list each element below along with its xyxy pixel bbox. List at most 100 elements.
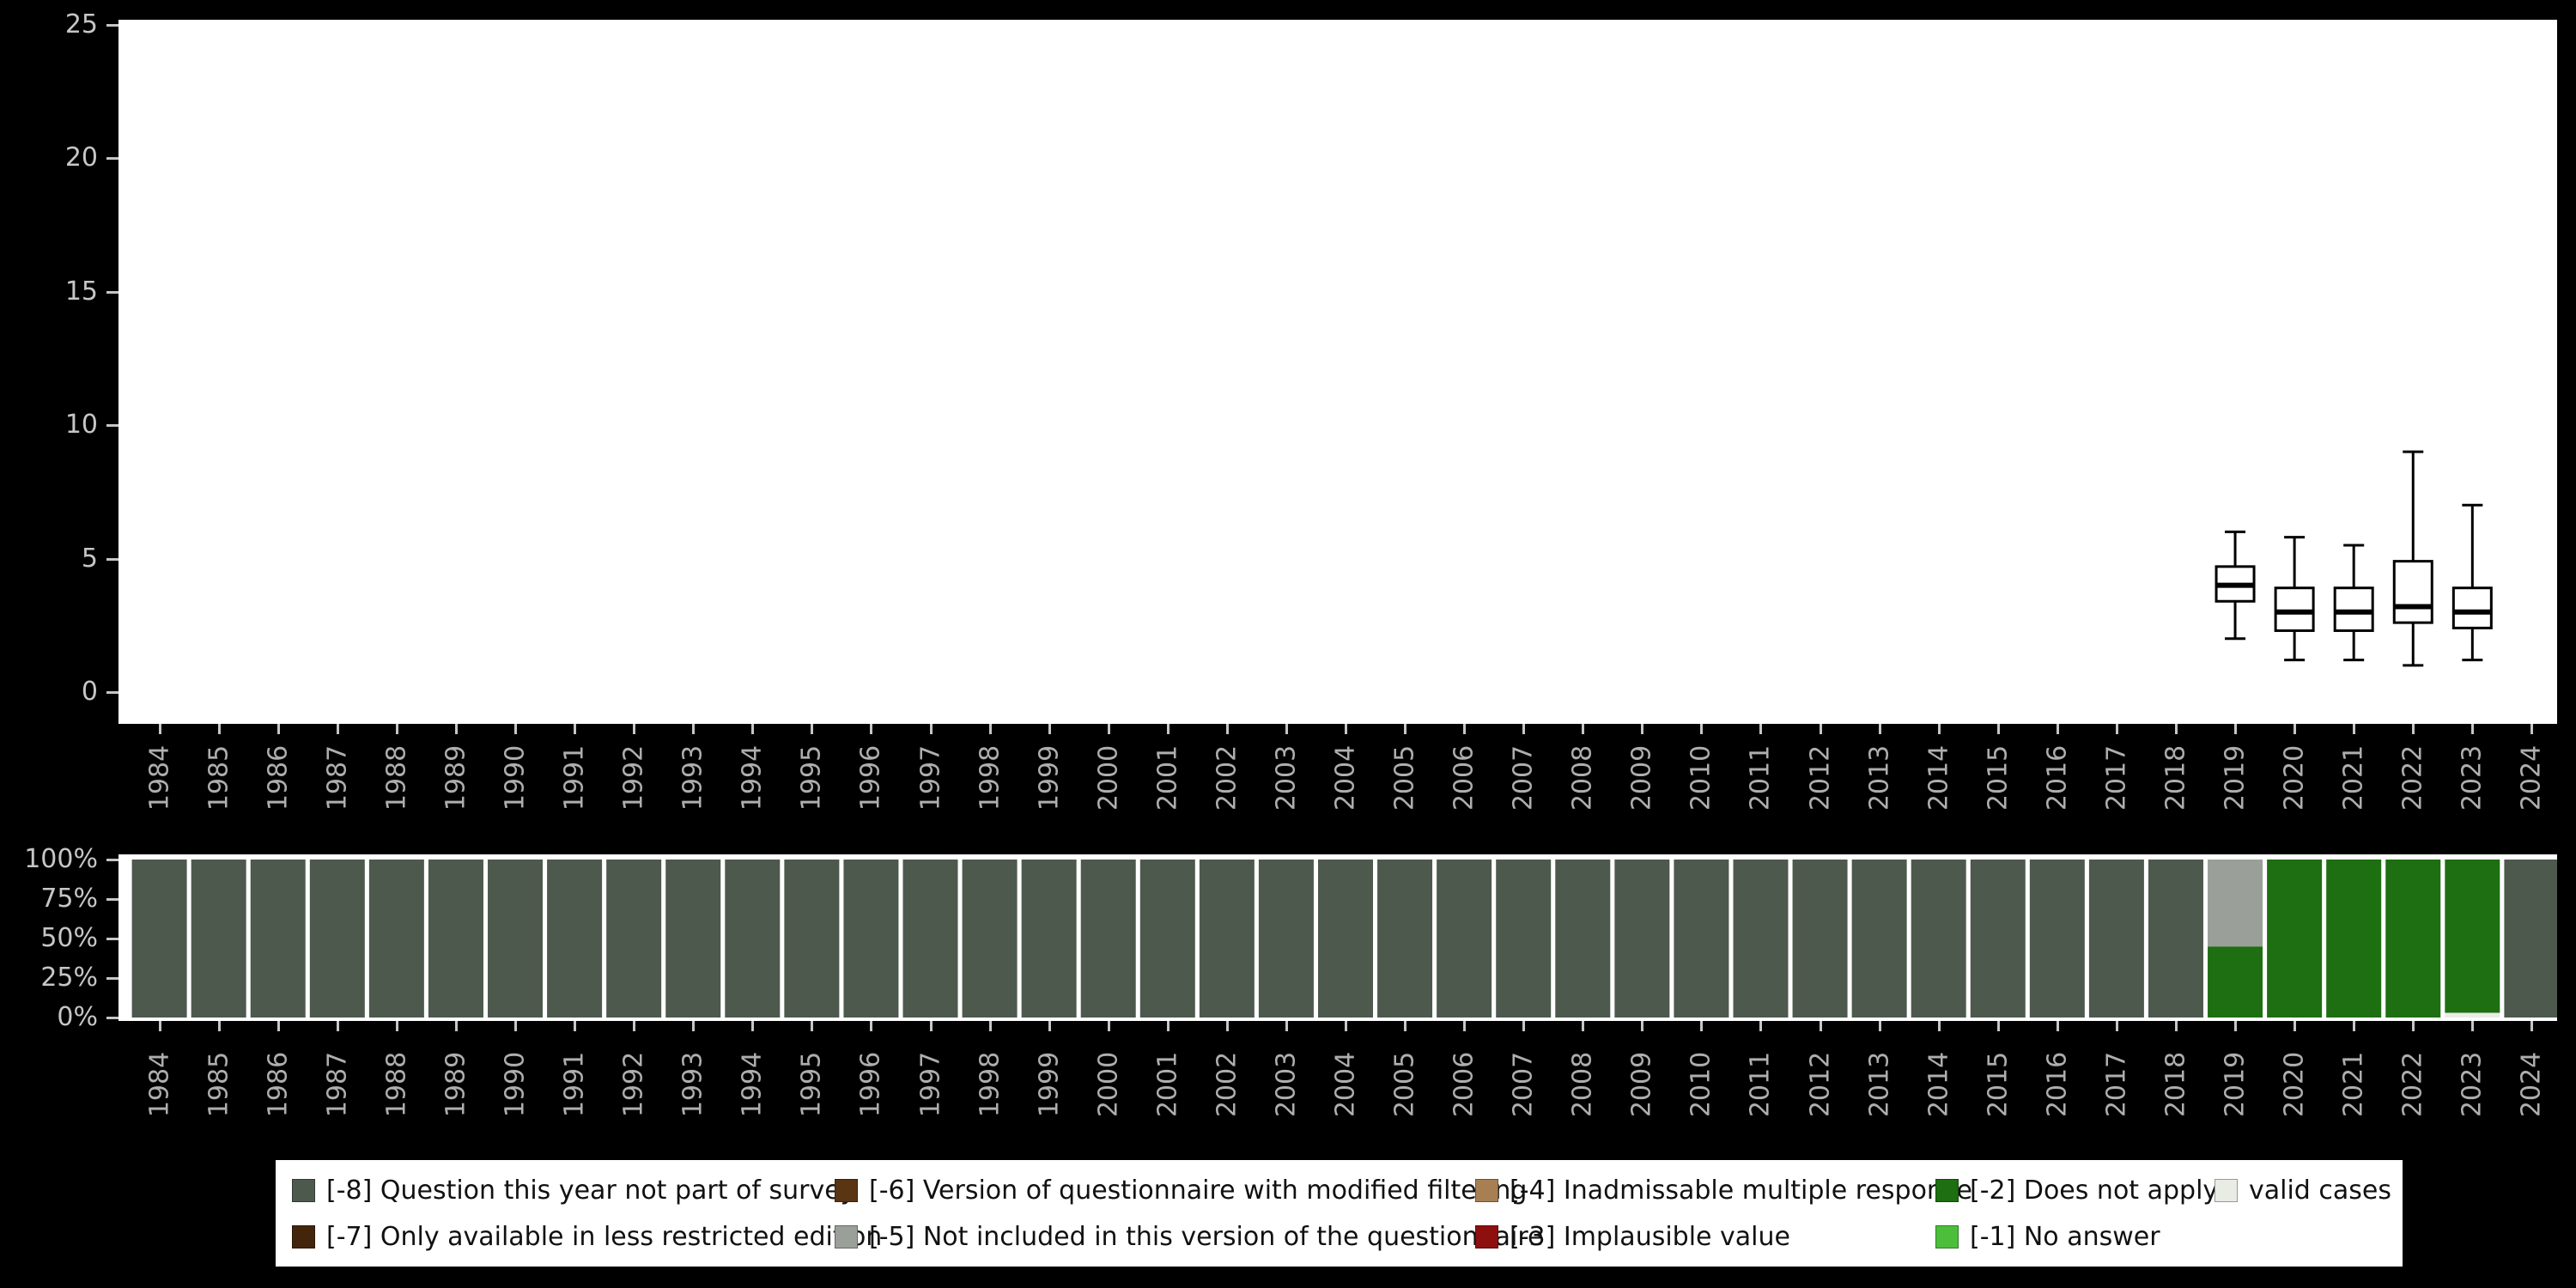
bar-1998-seg-8 <box>962 860 1018 1018</box>
bar-2011-seg-8 <box>1733 860 1789 1018</box>
x-axis-tick <box>1937 1021 1941 1031</box>
y-axis-label: 100% <box>24 844 98 874</box>
x-axis-tick <box>1996 724 2000 734</box>
x-axis-tick <box>514 724 518 734</box>
x-axis-year-label: 1988 <box>381 1051 412 1118</box>
x-axis-tick <box>633 1021 636 1031</box>
x-axis-tick <box>1166 1021 1170 1031</box>
bar-2023-segvalid <box>2445 1012 2500 1018</box>
x-axis-tick <box>1522 1021 1526 1031</box>
bar-2000-seg-8 <box>1080 860 1136 1018</box>
x-axis-year-label: 2020 <box>2279 744 2310 811</box>
x-axis-tick <box>2115 1021 2118 1031</box>
legend-swatch--7 <box>292 1224 315 1249</box>
x-axis-year-label: 1984 <box>144 1051 175 1118</box>
x-axis-tick <box>2056 724 2059 734</box>
x-axis-tick <box>2293 1021 2297 1031</box>
boxplot-2019 <box>2215 530 2256 641</box>
x-axis-tick <box>1404 1021 1407 1031</box>
x-axis-tick <box>751 724 755 734</box>
x-axis-tick <box>929 724 933 734</box>
bar-2013-seg-8 <box>1851 860 1907 1018</box>
legend-swatch--4 <box>1475 1178 1498 1202</box>
bar-2005-seg-8 <box>1377 860 1433 1018</box>
legend-item--4: [-4] Inadmissable multiple response <box>1475 1175 1972 1206</box>
legend-swatch--8 <box>292 1178 315 1202</box>
x-axis-tick <box>1937 724 1941 734</box>
y-axis-label: 0% <box>57 1002 98 1032</box>
x-axis-tick <box>633 724 636 734</box>
y-axis-tick <box>106 859 118 861</box>
y-axis-tick <box>106 691 118 694</box>
bar-2002-seg-8 <box>1199 860 1255 1018</box>
x-axis-year-label: 2010 <box>1686 744 1716 811</box>
legend-label--5: [-5] Not included in this version of the… <box>869 1221 1544 1252</box>
x-axis-tick <box>2293 724 2297 734</box>
x-axis-year-label: 2019 <box>2220 744 2251 811</box>
x-axis-year-label: 1999 <box>1034 744 1065 811</box>
bar-2006-seg-8 <box>1437 860 1492 1018</box>
y-axis-label: 50% <box>40 923 98 953</box>
x-axis-tick <box>692 724 696 734</box>
x-axis-tick <box>811 1021 814 1031</box>
box-iqr <box>2451 586 2493 629</box>
bar-2018-seg-8 <box>2148 860 2203 1018</box>
bar-2003-seg-8 <box>1258 860 1314 1018</box>
boxplot-2022 <box>2392 450 2433 667</box>
stacked-bar-canvas <box>131 860 2560 1018</box>
x-axis-year-label: 2018 <box>2160 744 2191 811</box>
x-axis-year-label: 2006 <box>1449 744 1479 811</box>
x-axis-tick <box>336 724 339 734</box>
bar-2022-seg-2 <box>2385 860 2441 1018</box>
y-axis-label: 10 <box>64 410 98 440</box>
bar-2019-seg-2 <box>2208 946 2263 1018</box>
legend-item--3: [-3] Implausible value <box>1475 1221 1790 1252</box>
box-iqr <box>2392 560 2433 624</box>
x-axis-tick <box>1463 724 1467 734</box>
stacked-bar-panel <box>118 854 2560 1021</box>
x-axis-year-label: 2001 <box>1152 744 1183 811</box>
x-axis-year-label: 2017 <box>2101 1051 2132 1118</box>
y-axis-label: 75% <box>40 884 98 914</box>
y-axis-label: 5 <box>81 543 98 574</box>
x-axis-year-label: 2017 <box>2101 744 2132 811</box>
x-axis-year-label: 1998 <box>975 744 1005 811</box>
x-axis-tick <box>395 724 398 734</box>
bar-2020-seg-2 <box>2267 860 2323 1018</box>
bar-1997-seg-8 <box>902 860 958 1018</box>
boxplot-canvas <box>2215 450 2493 667</box>
y-axis-label: 25% <box>40 963 98 993</box>
boxplot-2023 <box>2451 503 2493 662</box>
x-axis-year-label: 1995 <box>796 744 827 811</box>
x-axis-tick <box>2353 1021 2356 1031</box>
x-axis-year-label: 2011 <box>1745 744 1776 811</box>
x-axis-tick <box>1404 724 1407 734</box>
x-axis-tick <box>1345 1021 1347 1031</box>
legend-label--8: [-8] Question this year not part of surv… <box>326 1175 856 1206</box>
x-axis-year-label: 2013 <box>1864 744 1895 811</box>
bar-2015-seg-8 <box>1970 860 2026 1018</box>
x-axis-tick <box>870 724 873 734</box>
box-iqr <box>2274 586 2315 632</box>
x-axis-year-label: 1990 <box>500 744 531 811</box>
x-axis-tick <box>158 724 161 734</box>
x-axis-year-label: 2014 <box>1923 1051 1954 1118</box>
x-axis-year-label: 2004 <box>1330 1051 1361 1118</box>
x-axis-tick <box>2234 724 2238 734</box>
x-axis-year-label: 2024 <box>2516 744 2547 811</box>
legend-swatch--3 <box>1475 1224 1498 1249</box>
x-axis-year-label: 2021 <box>2338 744 2369 811</box>
legend-item--8: [-8] Question this year not part of surv… <box>292 1175 855 1206</box>
bar-2012-seg-8 <box>1792 860 1848 1018</box>
x-axis-tick <box>1048 1021 1051 1031</box>
x-axis-year-label: 1986 <box>263 1051 294 1118</box>
bar-1986-seg-8 <box>250 860 306 1018</box>
legend-item--7: [-7] Only available in less restricted e… <box>292 1221 882 1252</box>
x-axis-year-label: 2022 <box>2397 1051 2428 1118</box>
bar-1993-seg-8 <box>665 860 721 1018</box>
x-axis-year-label: 2024 <box>2516 1051 2547 1118</box>
x-axis-year-label: 2022 <box>2397 744 2428 811</box>
bar-2010-seg-8 <box>1674 860 1729 1018</box>
bar-1988-seg-8 <box>368 860 424 1018</box>
y-axis-tick <box>106 157 118 160</box>
